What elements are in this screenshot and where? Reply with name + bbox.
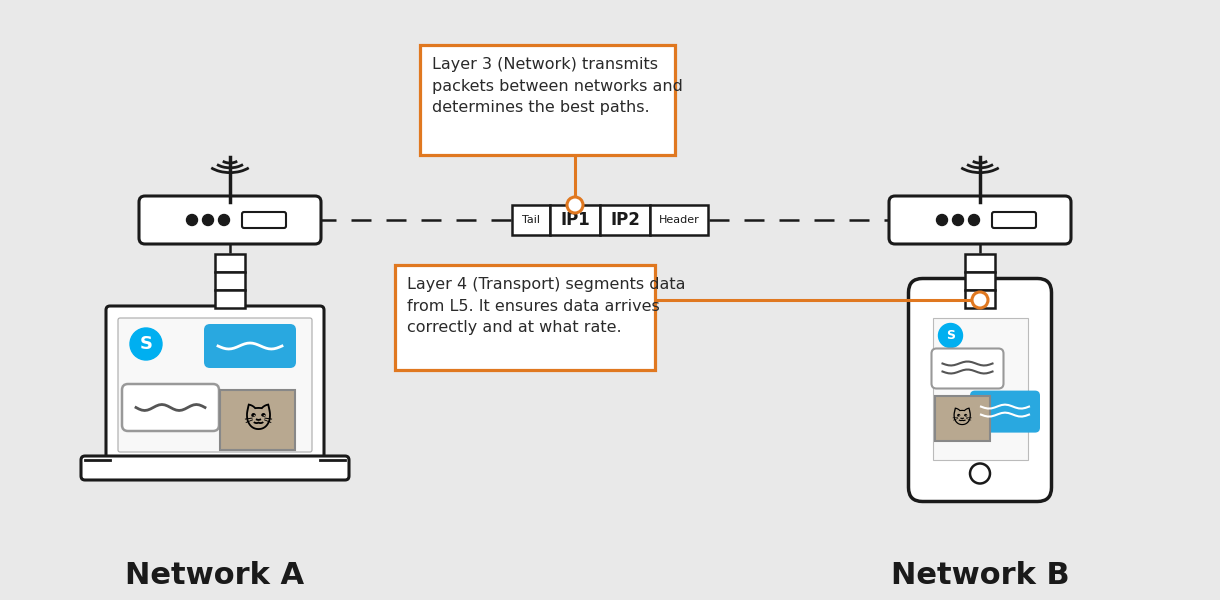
FancyBboxPatch shape: [106, 306, 325, 464]
Circle shape: [187, 214, 198, 226]
FancyBboxPatch shape: [992, 212, 1036, 228]
FancyBboxPatch shape: [420, 45, 675, 155]
Text: IP1: IP1: [560, 211, 590, 229]
Circle shape: [953, 214, 964, 226]
FancyBboxPatch shape: [204, 324, 296, 368]
Circle shape: [969, 214, 980, 226]
FancyBboxPatch shape: [118, 318, 312, 452]
Circle shape: [972, 292, 988, 308]
Text: Layer 4 (Transport) segments data
from L5. It ensures data arrives
correctly and: Layer 4 (Transport) segments data from L…: [407, 277, 686, 335]
Text: IP2: IP2: [610, 211, 640, 229]
FancyBboxPatch shape: [81, 456, 349, 480]
FancyBboxPatch shape: [965, 290, 996, 308]
Text: Network A: Network A: [126, 560, 305, 589]
FancyBboxPatch shape: [970, 391, 1039, 433]
Circle shape: [131, 328, 162, 360]
Text: 🐱: 🐱: [952, 409, 972, 428]
FancyBboxPatch shape: [935, 395, 989, 440]
FancyBboxPatch shape: [122, 384, 220, 431]
FancyBboxPatch shape: [139, 196, 321, 244]
Circle shape: [937, 214, 948, 226]
FancyBboxPatch shape: [932, 349, 1004, 389]
Text: S: S: [139, 335, 152, 353]
FancyBboxPatch shape: [242, 212, 285, 228]
Text: S: S: [946, 329, 955, 342]
FancyBboxPatch shape: [215, 290, 245, 308]
FancyBboxPatch shape: [220, 390, 295, 450]
FancyBboxPatch shape: [512, 205, 550, 235]
FancyBboxPatch shape: [650, 205, 708, 235]
Text: 🐱: 🐱: [243, 406, 272, 434]
Text: Tail: Tail: [522, 215, 540, 225]
FancyBboxPatch shape: [965, 254, 996, 272]
FancyBboxPatch shape: [965, 272, 996, 290]
FancyBboxPatch shape: [889, 196, 1071, 244]
FancyBboxPatch shape: [395, 265, 655, 370]
Circle shape: [567, 197, 583, 213]
Text: Header: Header: [659, 215, 699, 225]
Text: Network B: Network B: [891, 560, 1069, 589]
FancyBboxPatch shape: [550, 205, 600, 235]
Circle shape: [203, 214, 214, 226]
FancyBboxPatch shape: [932, 317, 1027, 460]
Text: Layer 3 (Network) transmits
packets between networks and
determines the best pat: Layer 3 (Network) transmits packets betw…: [432, 57, 683, 115]
Circle shape: [970, 463, 989, 484]
FancyBboxPatch shape: [215, 272, 245, 290]
Circle shape: [218, 214, 229, 226]
FancyBboxPatch shape: [909, 278, 1052, 502]
FancyBboxPatch shape: [215, 254, 245, 272]
Circle shape: [938, 323, 963, 347]
FancyBboxPatch shape: [600, 205, 650, 235]
